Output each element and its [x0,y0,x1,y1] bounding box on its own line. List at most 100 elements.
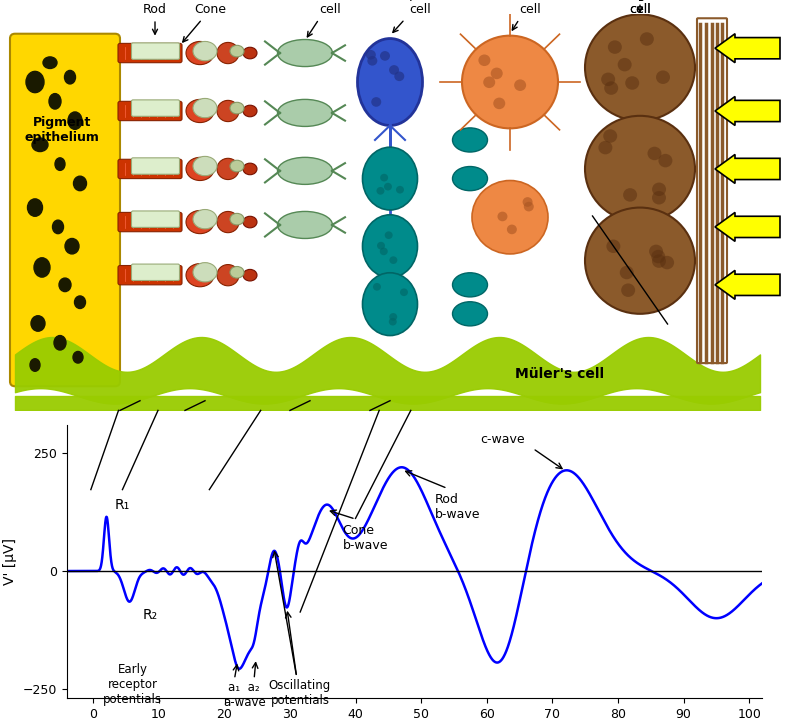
FancyBboxPatch shape [118,212,182,232]
Circle shape [380,174,388,181]
Circle shape [604,130,617,143]
Ellipse shape [186,42,214,65]
Circle shape [651,250,665,264]
Circle shape [483,76,495,88]
FancyBboxPatch shape [118,159,182,179]
Ellipse shape [43,57,57,68]
Circle shape [380,248,388,255]
Circle shape [522,197,532,207]
Circle shape [507,225,517,234]
Ellipse shape [243,48,257,59]
Ellipse shape [193,99,217,118]
Circle shape [514,79,526,91]
Text: Amacrine
cell: Amacrine cell [500,0,560,30]
FancyArrow shape [715,155,780,184]
FancyArrow shape [715,34,780,63]
Circle shape [384,183,392,191]
Circle shape [585,116,695,222]
Circle shape [385,231,393,239]
Ellipse shape [55,158,65,171]
Text: Rod: Rod [143,4,167,35]
Ellipse shape [277,212,333,238]
Circle shape [652,183,666,196]
Circle shape [608,40,622,54]
Ellipse shape [59,278,71,292]
FancyBboxPatch shape [118,266,182,285]
Ellipse shape [32,138,48,151]
Ellipse shape [230,213,244,225]
Text: Oscillating
potentials: Oscillating potentials [269,678,331,706]
Circle shape [377,187,385,194]
Circle shape [498,212,507,221]
Text: Ganglion
cell: Ganglion cell [612,0,668,17]
FancyArrow shape [715,96,780,125]
Circle shape [585,14,695,121]
Ellipse shape [243,105,257,117]
Circle shape [491,68,502,79]
Circle shape [656,71,670,84]
Circle shape [400,289,408,296]
Circle shape [462,36,558,128]
Ellipse shape [363,215,417,278]
FancyArrow shape [715,212,780,241]
Text: Early
receptor
potentials: Early receptor potentials [103,663,162,706]
Circle shape [649,245,663,258]
Circle shape [601,73,615,86]
Circle shape [640,32,654,46]
Ellipse shape [358,39,423,125]
Circle shape [217,264,239,286]
Circle shape [618,58,632,71]
Ellipse shape [277,158,333,184]
Circle shape [217,212,239,233]
Text: R₂: R₂ [142,608,158,622]
Circle shape [652,254,666,268]
FancyBboxPatch shape [131,43,179,59]
Ellipse shape [34,258,50,277]
Circle shape [479,55,491,66]
Ellipse shape [277,99,333,127]
Ellipse shape [73,351,83,363]
Ellipse shape [243,163,257,175]
Ellipse shape [74,296,85,308]
Ellipse shape [193,42,217,60]
Ellipse shape [28,199,43,216]
Ellipse shape [453,302,487,326]
Text: Müler's cell: Müler's cell [515,366,604,381]
Text: Pigment
epithelium: Pigment epithelium [24,117,100,144]
FancyArrow shape [715,270,780,300]
Text: Cone
b-wave: Cone b-wave [343,524,388,552]
Y-axis label: V' [μV]: V' [μV] [3,538,17,585]
Ellipse shape [73,176,86,191]
Circle shape [389,65,399,75]
Circle shape [373,283,381,291]
Ellipse shape [31,316,45,331]
Circle shape [389,318,397,325]
Circle shape [625,76,639,90]
Circle shape [493,98,506,109]
Circle shape [620,266,634,279]
Ellipse shape [193,156,217,176]
Text: Ganglion
cell: Ganglion cell [612,0,668,17]
Circle shape [389,313,397,320]
Text: a₁  a₂
a-wave: a₁ a₂ a-wave [223,681,265,709]
Text: Horizontal
cell: Horizontal cell [298,0,362,37]
FancyBboxPatch shape [131,211,179,228]
Ellipse shape [65,238,79,254]
Text: Bipolar
cell: Bipolar cell [393,0,442,32]
Ellipse shape [243,216,257,228]
FancyBboxPatch shape [131,158,179,174]
Ellipse shape [186,210,214,234]
Ellipse shape [68,112,82,130]
FancyBboxPatch shape [131,264,179,281]
Ellipse shape [230,266,244,278]
Circle shape [472,181,548,254]
Circle shape [217,100,239,122]
Circle shape [377,242,385,250]
Circle shape [217,42,239,63]
Ellipse shape [193,263,217,282]
Circle shape [380,51,390,60]
Circle shape [396,186,404,194]
FancyBboxPatch shape [10,34,120,386]
Circle shape [652,191,666,204]
Ellipse shape [243,269,257,281]
